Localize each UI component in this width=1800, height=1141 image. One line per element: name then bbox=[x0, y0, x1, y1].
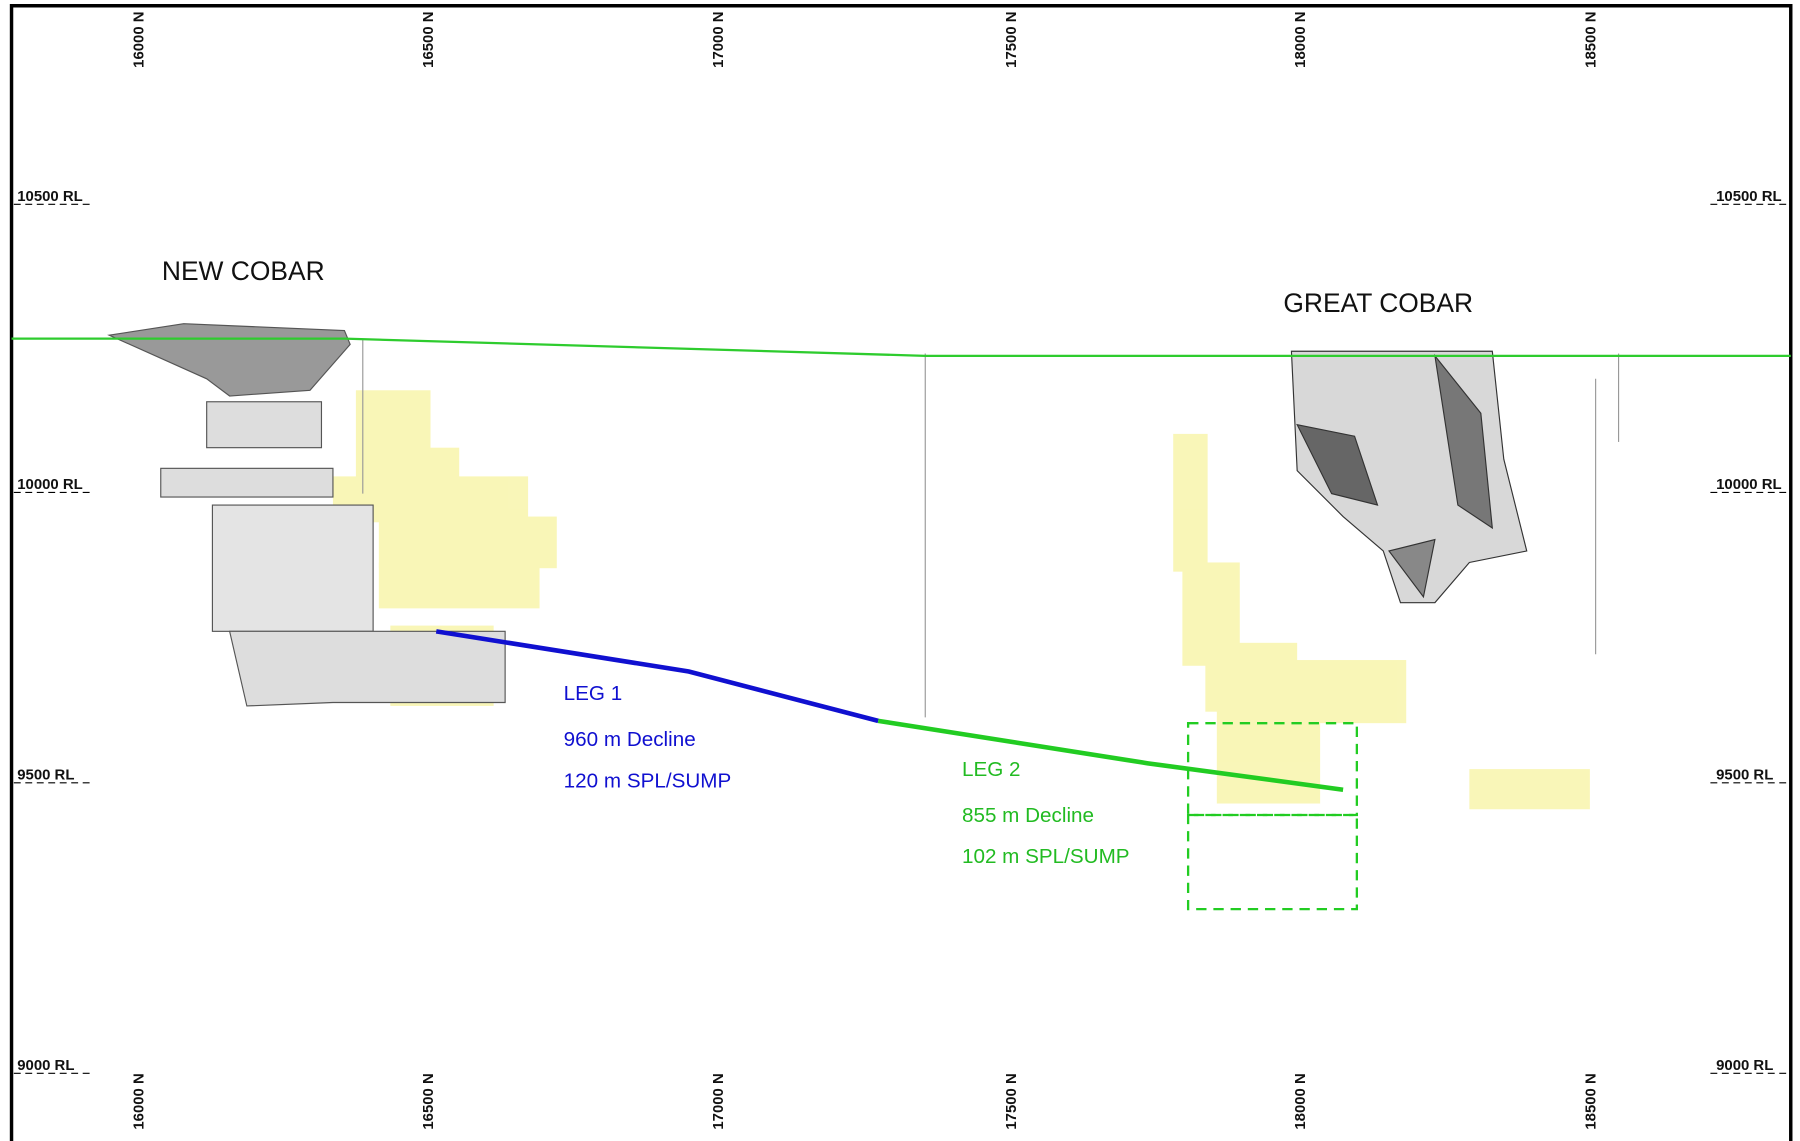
new-cobar-workings bbox=[107, 323, 506, 707]
north-label-top: 16000 N bbox=[131, 11, 148, 67]
leg-2-decline bbox=[877, 718, 1344, 793]
rl-label-right: 9000 RL bbox=[1716, 1057, 1773, 1074]
north-label-bottom: 16000 N bbox=[131, 1073, 148, 1129]
stopes bbox=[332, 390, 1590, 810]
target-boxes bbox=[1186, 722, 1359, 911]
north-label-bottom: 16500 N bbox=[420, 1073, 437, 1129]
leg-1-decline bbox=[435, 629, 879, 724]
north-label-top: 18500 N bbox=[1583, 11, 1600, 67]
rl-label-left: 9000 RL bbox=[17, 1057, 74, 1074]
north-label-bottom: 18000 N bbox=[1292, 1073, 1309, 1129]
north-label-top: 17500 N bbox=[1003, 11, 1020, 67]
shafts bbox=[362, 339, 1620, 718]
frame bbox=[9, 4, 1793, 1141]
rl-label-right: 9500 RL bbox=[1716, 766, 1773, 783]
north-label-top: 16500 N bbox=[420, 11, 437, 67]
rl-label-right: 10000 RL bbox=[1716, 476, 1781, 493]
north-label-top: 18000 N bbox=[1292, 11, 1309, 67]
north-label-top: 17000 N bbox=[710, 11, 727, 67]
leg-name: LEG 2 bbox=[962, 758, 1021, 781]
surface-line bbox=[11, 337, 1791, 357]
north-label-bottom: 17500 N bbox=[1003, 1073, 1020, 1129]
area-label: NEW COBAR bbox=[162, 256, 325, 286]
great-cobar-workings bbox=[1290, 350, 1528, 604]
leg-detail: 855 m Decline bbox=[962, 804, 1094, 827]
rl-label-left: 10500 RL bbox=[17, 188, 82, 205]
area-label: GREAT COBAR bbox=[1283, 288, 1473, 318]
rl-label-left: 10000 RL bbox=[17, 476, 82, 493]
leg-name: LEG 1 bbox=[564, 682, 623, 705]
rl-label-right: 10500 RL bbox=[1716, 188, 1781, 205]
leg-detail: 120 m SPL/SUMP bbox=[564, 769, 732, 792]
north-label-bottom: 18500 N bbox=[1583, 1073, 1600, 1129]
rl-label-left: 9500 RL bbox=[17, 766, 74, 783]
leg-detail: 960 m Decline bbox=[564, 728, 696, 751]
north-label-bottom: 17000 N bbox=[710, 1073, 727, 1129]
leg-detail: 102 m SPL/SUMP bbox=[962, 845, 1130, 868]
